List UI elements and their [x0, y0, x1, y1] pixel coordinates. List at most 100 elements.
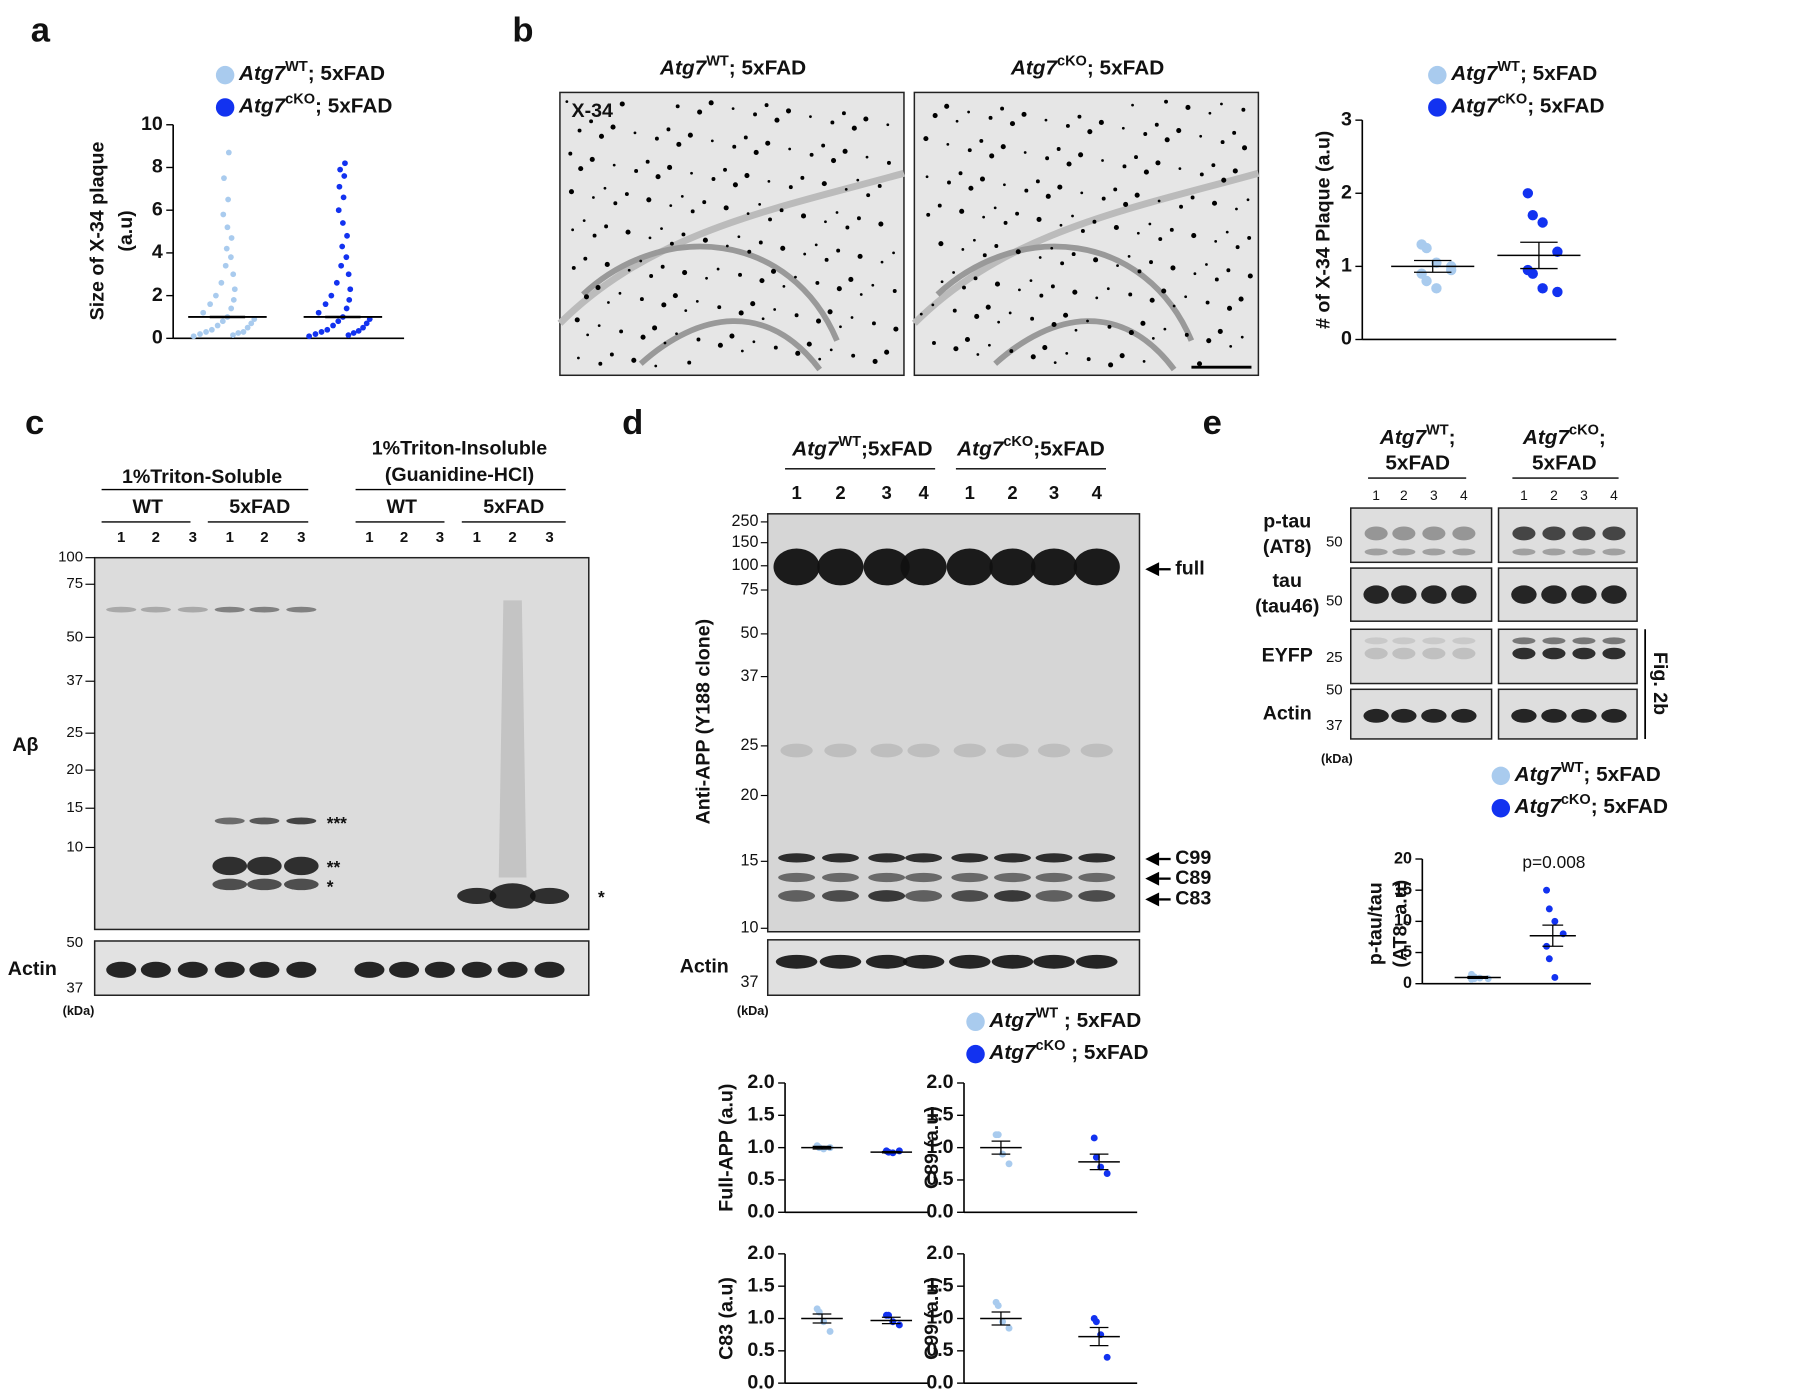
y-axis-label: (a.u)	[115, 210, 137, 251]
plaque-speck	[583, 256, 588, 261]
band	[1035, 853, 1073, 863]
label: 1%Triton-Insoluble	[372, 437, 547, 459]
arrow	[1145, 871, 1160, 886]
legend-marker	[1491, 766, 1511, 786]
label-part: ;	[1599, 426, 1606, 449]
plaque-speck	[645, 159, 650, 164]
lane-number: 2	[400, 529, 408, 546]
band	[1512, 647, 1536, 660]
plaque-speck	[1087, 129, 1093, 135]
plaque-speck	[768, 217, 773, 222]
target-label: Anti-APP (Y188 clone)	[692, 619, 714, 825]
plaque-speck	[1134, 192, 1140, 198]
plaque-speck	[610, 124, 616, 130]
plaque-speck	[952, 271, 955, 274]
plaque-speck	[759, 278, 765, 284]
plaque-speck	[582, 219, 586, 222]
y-tick-label: 2.0	[926, 1242, 953, 1264]
plaque-speck	[663, 341, 667, 345]
row-label: p-tau	[1263, 511, 1311, 533]
plaque-speck	[1164, 137, 1170, 143]
plaque-speck	[1036, 216, 1042, 222]
plaque-speck	[680, 194, 684, 198]
plaque-speck	[979, 138, 984, 143]
label-part: ; 5xFAD	[315, 95, 392, 118]
plaque-speck	[973, 276, 978, 281]
band	[778, 890, 816, 902]
plaque-speck	[660, 264, 665, 269]
data-point	[230, 297, 237, 303]
plaque-speck	[1235, 207, 1238, 211]
legend-marker	[966, 1012, 985, 1032]
plaque-speck	[1148, 222, 1152, 226]
data-point	[820, 1318, 828, 1326]
plaque-speck	[1000, 106, 1005, 111]
band	[994, 872, 1031, 883]
plaque-speck	[612, 163, 616, 167]
band	[247, 856, 282, 876]
band	[1078, 853, 1116, 863]
band	[780, 743, 813, 758]
data-point	[228, 305, 235, 312]
plaque-speck	[988, 115, 993, 120]
plaque-speck	[682, 269, 688, 276]
plaque-speck	[597, 324, 601, 328]
data-point	[333, 279, 340, 286]
data-point	[248, 320, 255, 327]
band	[1422, 637, 1446, 645]
band	[778, 853, 816, 863]
band	[177, 606, 208, 613]
plaque-speck	[1044, 118, 1048, 122]
lane-number: 1	[965, 482, 975, 503]
plaque-speck	[1206, 338, 1212, 344]
legend-label: Atg7WT; 5xFAD	[1514, 760, 1661, 787]
plaque-speck	[845, 225, 850, 230]
band	[1421, 708, 1447, 723]
plaque-speck	[1106, 287, 1110, 291]
plaque-speck	[994, 281, 1001, 287]
band-label: C83	[1175, 888, 1211, 910]
marker: 50	[66, 628, 83, 645]
loading-label: Actin	[8, 958, 57, 980]
plaque-speck	[1086, 357, 1091, 362]
band	[1364, 526, 1388, 541]
lane-number: 3	[1430, 487, 1438, 503]
band	[247, 878, 282, 891]
plaque-speck	[684, 309, 688, 313]
plaque-speck	[758, 240, 763, 245]
plaque-speck	[738, 310, 744, 316]
plaque-speck	[1169, 227, 1174, 232]
band	[1572, 548, 1596, 556]
plaque-speck	[1176, 127, 1182, 134]
plaque-speck	[973, 238, 976, 242]
plaque-speck	[648, 236, 652, 240]
plaque-speck	[577, 128, 582, 133]
band	[249, 817, 280, 825]
plaque-speck	[1009, 349, 1014, 354]
data-point	[218, 279, 225, 286]
plaque-speck	[824, 220, 827, 224]
plaque-speck	[1116, 264, 1119, 267]
data-point	[222, 262, 229, 269]
data-point	[1103, 1353, 1111, 1361]
plaque-speck	[649, 274, 654, 278]
label-part: cKO	[1497, 91, 1527, 107]
data-point	[1552, 286, 1563, 298]
y-tick-label: 0.0	[747, 1371, 774, 1389]
plaque-speck	[886, 123, 890, 127]
y-tick-label: 1.5	[747, 1103, 774, 1125]
plaque-speck	[1000, 144, 1006, 150]
plaque-speck	[932, 112, 938, 119]
plaque-speck	[976, 353, 980, 356]
group-label: Atg7cKO;	[1522, 423, 1606, 450]
plaque-speck	[646, 197, 652, 203]
label-part: Atg7	[988, 1042, 1037, 1065]
plaque-speck	[697, 109, 703, 115]
data-point	[1522, 188, 1534, 199]
y-tick-label: 0.0	[747, 1200, 774, 1222]
plaque-speck	[1185, 104, 1191, 110]
band	[1080, 743, 1113, 758]
plaque-speck	[878, 221, 884, 227]
data-point	[207, 301, 214, 308]
